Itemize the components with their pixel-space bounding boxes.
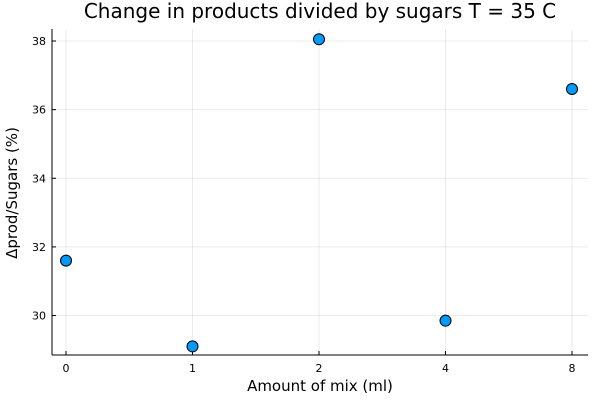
x-tick-label: 4: [442, 362, 449, 375]
x-tick-label: 0: [63, 362, 70, 375]
data-points: [60, 33, 578, 353]
grid-lines: [52, 29, 588, 355]
tick-labels: 0 1 2 4 8 30 32 34 36 38: [32, 35, 576, 375]
y-tick-label: 30: [32, 310, 46, 323]
y-axis-label: Δprod/Sugars (%): [3, 127, 21, 259]
x-tick-label: 8: [569, 362, 576, 375]
data-point: [60, 254, 72, 267]
y-tick-label: 38: [32, 35, 46, 48]
data-point: [186, 340, 199, 353]
data-point: [313, 33, 325, 46]
x-axis-label: Amount of mix (ml): [247, 377, 393, 395]
y-tick-label: 32: [32, 241, 46, 254]
chart-title: Change in products divided by sugars T =…: [84, 0, 556, 23]
y-tick-label: 34: [32, 172, 46, 185]
x-tick-label: 2: [316, 362, 323, 375]
x-tick-label: 1: [189, 362, 196, 375]
data-point: [566, 83, 578, 96]
data-point: [439, 314, 452, 327]
y-tick-label: 36: [32, 104, 46, 117]
